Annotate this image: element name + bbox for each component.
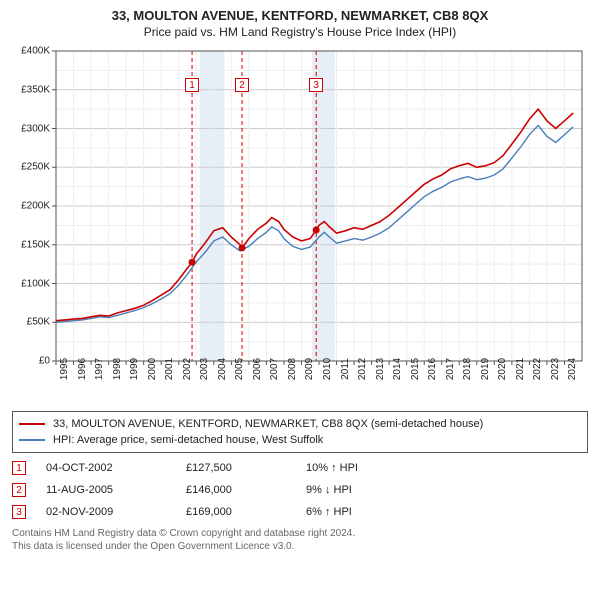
ytick-label: £300K (10, 123, 50, 134)
xtick-label: 2010 (322, 358, 333, 380)
xtick-label: 2014 (392, 358, 403, 380)
xtick-label: 2005 (234, 358, 245, 380)
event-marker-1: 1 (12, 461, 26, 475)
xtick-label: 1999 (129, 358, 140, 380)
legend-label-property: 33, MOULTON AVENUE, KENTFORD, NEWMARKET,… (53, 418, 483, 430)
ytick-label: £400K (10, 46, 50, 57)
xtick-label: 2012 (357, 358, 368, 380)
attribution-line2: This data is licensed under the Open Gov… (12, 540, 588, 553)
xtick-label: 2002 (182, 358, 193, 380)
legend-label-hpi: HPI: Average price, semi-detached house,… (53, 434, 323, 446)
ytick-label: £50K (10, 317, 50, 328)
title-subtitle: Price paid vs. HM Land Registry's House … (10, 25, 590, 39)
event-hpi: 6% ↑ HPI (306, 506, 426, 518)
event-row: 2 11-AUG-2005 £146,000 9% ↓ HPI (12, 479, 588, 501)
ytick-label: £350K (10, 84, 50, 95)
xtick-label: 2006 (252, 358, 263, 380)
event-hpi: 10% ↑ HPI (306, 462, 426, 474)
ytick-label: £250K (10, 162, 50, 173)
xtick-label: 2003 (199, 358, 210, 380)
xtick-label: 1998 (112, 358, 123, 380)
xtick-label: 2000 (147, 358, 158, 380)
attribution: Contains HM Land Registry data © Crown c… (12, 527, 588, 553)
xtick-label: 1997 (94, 358, 105, 380)
page-container: 33, MOULTON AVENUE, KENTFORD, NEWMARKET,… (0, 0, 600, 559)
event-price: £169,000 (186, 506, 306, 518)
xtick-label: 2004 (217, 358, 228, 380)
xtick-label: 2007 (269, 358, 280, 380)
xtick-label: 1996 (77, 358, 88, 380)
attribution-line1: Contains HM Land Registry data © Crown c… (12, 527, 588, 540)
ytick-label: £200K (10, 201, 50, 212)
xtick-label: 2011 (340, 358, 351, 380)
xtick-label: 2009 (304, 358, 315, 380)
legend-swatch-property (19, 423, 45, 425)
xtick-label: 2019 (480, 358, 491, 380)
event-date: 02-NOV-2009 (46, 506, 186, 518)
legend-row: 33, MOULTON AVENUE, KENTFORD, NEWMARKET,… (19, 416, 581, 432)
chart-svg (10, 45, 590, 405)
xtick-label: 2024 (567, 358, 578, 380)
ytick-label: £100K (10, 278, 50, 289)
legend-row: HPI: Average price, semi-detached house,… (19, 432, 581, 448)
chart-event-marker: 3 (309, 78, 323, 92)
event-marker-2: 2 (12, 483, 26, 497)
xtick-label: 2020 (497, 358, 508, 380)
xtick-label: 2018 (462, 358, 473, 380)
title-block: 33, MOULTON AVENUE, KENTFORD, NEWMARKET,… (10, 8, 590, 39)
xtick-label: 2023 (550, 358, 561, 380)
xtick-label: 2017 (445, 358, 456, 380)
chart-area: £0 £50K £100K £150K £200K £250K £300K £350K £400… (10, 45, 590, 405)
xtick-label: 2013 (375, 358, 386, 380)
ytick-label: £0 (10, 356, 50, 367)
xtick-label: 2015 (410, 358, 421, 380)
title-address: 33, MOULTON AVENUE, KENTFORD, NEWMARKET,… (10, 8, 590, 23)
legend-box: 33, MOULTON AVENUE, KENTFORD, NEWMARKET,… (12, 411, 588, 453)
ytick-label: £150K (10, 239, 50, 250)
event-date: 11-AUG-2005 (46, 484, 186, 496)
xtick-label: 2001 (164, 358, 175, 380)
chart-event-marker: 1 (185, 78, 199, 92)
xtick-label: 2008 (287, 358, 298, 380)
event-row: 3 02-NOV-2009 £169,000 6% ↑ HPI (12, 501, 588, 523)
event-hpi: 9% ↓ HPI (306, 484, 426, 496)
chart-event-marker: 2 (235, 78, 249, 92)
xtick-label: 1995 (59, 358, 70, 380)
legend-swatch-hpi (19, 439, 45, 441)
event-row: 1 04-OCT-2002 £127,500 10% ↑ HPI (12, 457, 588, 479)
xtick-label: 2016 (427, 358, 438, 380)
xtick-label: 2021 (515, 358, 526, 380)
xtick-label: 2022 (532, 358, 543, 380)
event-price: £127,500 (186, 462, 306, 474)
events-table: 1 04-OCT-2002 £127,500 10% ↑ HPI 2 11-AU… (12, 457, 588, 523)
event-date: 04-OCT-2002 (46, 462, 186, 474)
event-price: £146,000 (186, 484, 306, 496)
event-marker-3: 3 (12, 505, 26, 519)
